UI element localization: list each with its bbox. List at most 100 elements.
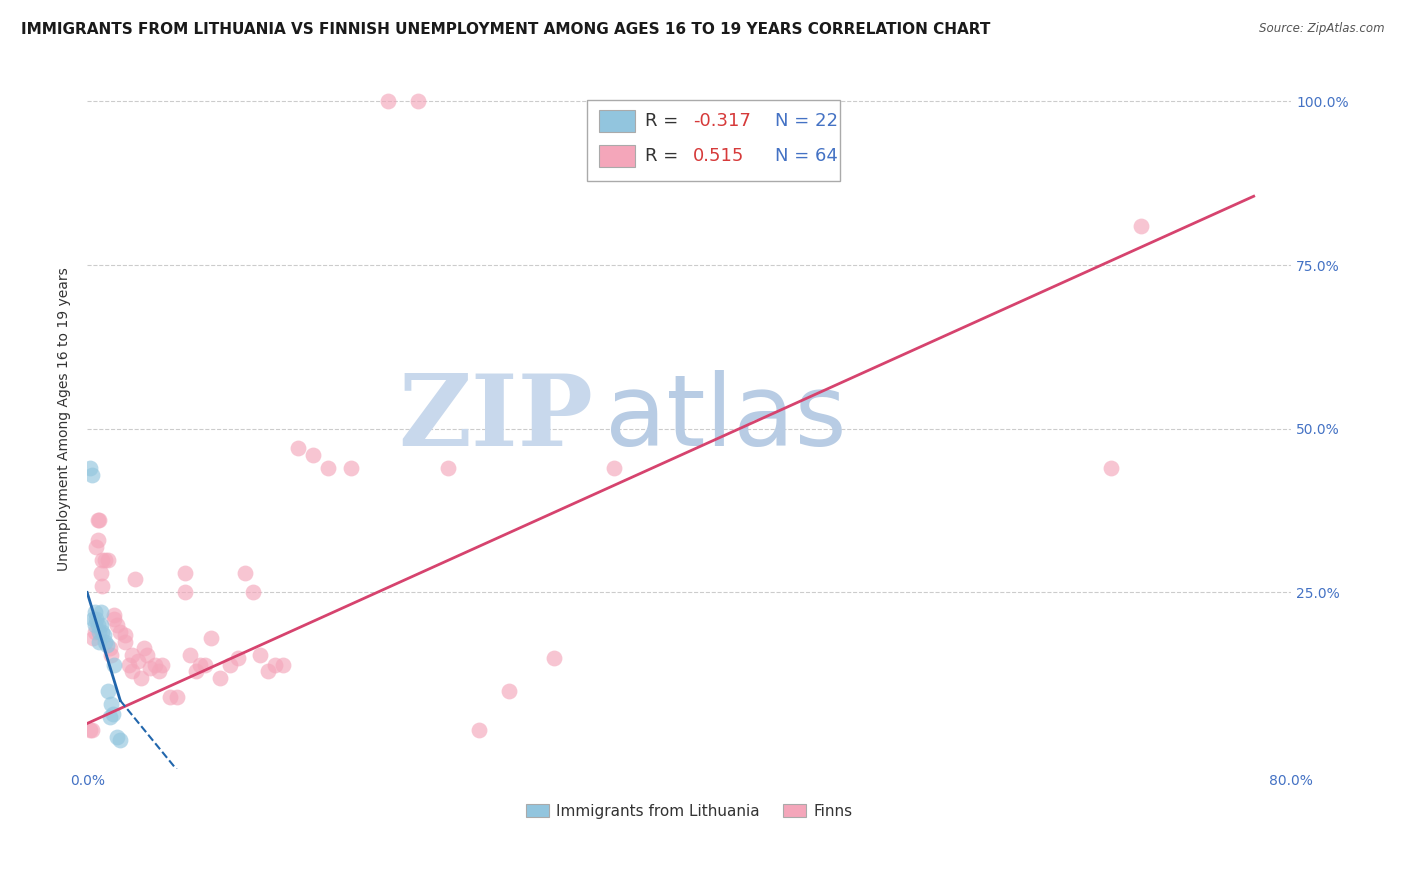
FancyBboxPatch shape xyxy=(586,100,839,181)
Point xyxy=(80,467,103,482)
Point xyxy=(1129,219,1152,233)
Text: -0.317: -0.317 xyxy=(693,112,751,130)
Point xyxy=(256,664,278,678)
Point xyxy=(200,632,222,646)
Point xyxy=(271,657,294,672)
Point xyxy=(105,618,128,632)
Text: N = 64: N = 64 xyxy=(775,147,838,165)
Point xyxy=(83,624,105,639)
Point xyxy=(174,566,197,580)
Point xyxy=(103,612,125,626)
Point xyxy=(148,664,170,678)
Point xyxy=(110,732,132,747)
Text: 0.515: 0.515 xyxy=(693,147,744,165)
Point xyxy=(84,540,107,554)
Point xyxy=(467,723,489,737)
Point xyxy=(96,638,118,652)
Point xyxy=(377,95,399,109)
Point xyxy=(179,648,201,662)
Point xyxy=(208,671,231,685)
Text: Source: ZipAtlas.com: Source: ZipAtlas.com xyxy=(1260,22,1385,36)
Point xyxy=(97,683,120,698)
Point xyxy=(79,723,101,737)
Point xyxy=(90,605,112,619)
Point xyxy=(302,448,325,462)
Point xyxy=(89,624,111,639)
Point xyxy=(242,585,264,599)
Point xyxy=(139,661,162,675)
Text: R =: R = xyxy=(645,147,689,165)
Point xyxy=(98,710,121,724)
Point xyxy=(94,552,117,566)
Point xyxy=(339,461,361,475)
Point xyxy=(264,657,287,672)
Point xyxy=(94,634,117,648)
Point xyxy=(159,690,181,705)
Point xyxy=(90,618,112,632)
Point xyxy=(93,628,115,642)
Point xyxy=(166,690,188,705)
Point xyxy=(82,612,104,626)
Point xyxy=(83,618,105,632)
Point xyxy=(188,657,211,672)
Point xyxy=(219,657,242,672)
Point xyxy=(543,651,565,665)
Point xyxy=(121,664,143,678)
Bar xyxy=(599,110,636,132)
Point xyxy=(91,624,114,639)
Point xyxy=(100,648,122,662)
Point xyxy=(98,641,121,656)
Point xyxy=(110,624,132,639)
Legend: Immigrants from Lithuania, Finns: Immigrants from Lithuania, Finns xyxy=(520,797,859,825)
Text: ZIP: ZIP xyxy=(398,370,593,467)
Text: atlas: atlas xyxy=(605,370,846,467)
Point xyxy=(86,618,108,632)
Point xyxy=(79,461,101,475)
Point xyxy=(498,683,520,698)
Point xyxy=(91,579,114,593)
Point xyxy=(226,651,249,665)
Point xyxy=(118,657,141,672)
Point xyxy=(233,566,256,580)
Point xyxy=(603,461,626,475)
Point xyxy=(121,648,143,662)
Point xyxy=(152,657,174,672)
Point xyxy=(131,671,153,685)
Point xyxy=(249,648,271,662)
Point xyxy=(193,657,215,672)
Point xyxy=(89,634,111,648)
Point xyxy=(134,641,156,656)
Point xyxy=(105,730,128,744)
Point xyxy=(127,654,149,668)
Point xyxy=(100,697,122,711)
Point xyxy=(103,608,125,623)
Point xyxy=(437,461,460,475)
Text: N = 22: N = 22 xyxy=(775,112,838,130)
Point xyxy=(316,461,339,475)
Point xyxy=(408,95,430,109)
Point xyxy=(91,552,114,566)
Point xyxy=(97,552,120,566)
Point xyxy=(90,566,112,580)
Point xyxy=(89,513,111,527)
Point xyxy=(184,664,207,678)
Point xyxy=(86,513,108,527)
Bar xyxy=(599,145,636,168)
Point xyxy=(124,573,146,587)
Point xyxy=(174,585,197,599)
Point xyxy=(114,634,136,648)
Point xyxy=(101,706,124,721)
Point xyxy=(143,657,166,672)
Point xyxy=(84,612,107,626)
Point xyxy=(287,442,309,456)
Point xyxy=(114,628,136,642)
Point xyxy=(86,533,108,547)
Point xyxy=(82,632,104,646)
Text: IMMIGRANTS FROM LITHUANIA VS FINNISH UNEMPLOYMENT AMONG AGES 16 TO 19 YEARS CORR: IMMIGRANTS FROM LITHUANIA VS FINNISH UNE… xyxy=(21,22,990,37)
Y-axis label: Unemployment Among Ages 16 to 19 years: Unemployment Among Ages 16 to 19 years xyxy=(58,267,72,571)
Point xyxy=(136,648,159,662)
Text: R =: R = xyxy=(645,112,683,130)
Point xyxy=(1099,461,1122,475)
Point xyxy=(83,605,105,619)
Point xyxy=(103,657,125,672)
